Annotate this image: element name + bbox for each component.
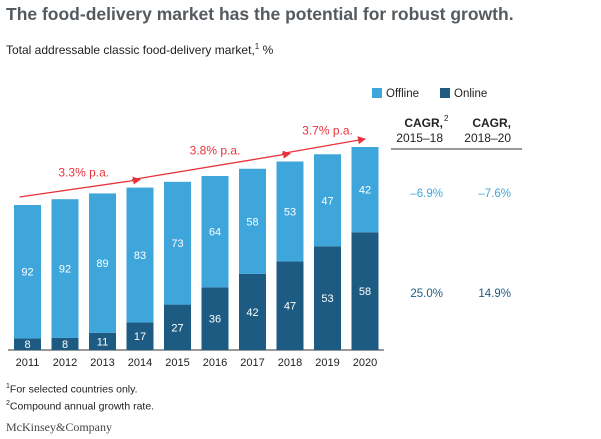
cagr-col1-period: 2015–18: [396, 131, 443, 145]
bar-offline-2014: [126, 187, 154, 323]
legend-swatch-offline: [372, 88, 382, 98]
footnote-2-marker: 2: [6, 399, 10, 407]
bar-offline-2013: [89, 193, 116, 333]
footnotes: 1For selected countries only. 2Compound …: [6, 380, 154, 413]
bar-offline-2017: [239, 168, 266, 274]
subtitle-unit: %: [262, 43, 274, 57]
x-tick-label: 2018: [278, 357, 302, 369]
x-tick-label: 2015: [165, 357, 189, 369]
x-tick-label: 2019: [315, 357, 339, 369]
cagr-col1-header: CAGR,: [404, 116, 443, 130]
bar-online-2012: [51, 337, 79, 350]
cagr-offline-2015-18: –6.9%: [410, 188, 443, 200]
footnote-2: 2Compound annual growth rate.: [6, 397, 154, 414]
x-tick-label: 2012: [53, 357, 77, 369]
cagr-col2-header: CAGR,: [472, 116, 511, 130]
bar-offline-label: 42: [359, 185, 371, 197]
bar-offline-2015: [164, 181, 191, 305]
x-tick-label: 2017: [240, 357, 264, 369]
bar-online-2020: [351, 232, 379, 350]
bar-online-label: 17: [134, 331, 146, 343]
bar-online-2017: [239, 273, 266, 350]
bar-online-2016: [201, 287, 229, 350]
x-tick-label: 2011: [16, 357, 40, 369]
growth-arrow: [131, 150, 291, 181]
bar-online-2013: [89, 332, 116, 350]
page-title: The food-delivery market has the potenti…: [6, 4, 514, 24]
growth-arrow-label: 3.3% p.a.: [58, 165, 109, 179]
bar-online-2015: [164, 304, 191, 350]
bar-online-label: 42: [246, 307, 258, 319]
bar-online-label: 27: [171, 322, 183, 334]
footnote-1-text: For selected countries only.: [9, 383, 138, 396]
cagr-col2-period: 2018–20: [464, 131, 511, 145]
bar-offline-2012: [51, 199, 79, 338]
footnote-1: 1For selected countries only.: [6, 380, 154, 397]
bar-offline-label: 64: [209, 227, 221, 239]
bar-offline-label: 92: [21, 267, 33, 279]
growth-arrow: [281, 136, 366, 155]
bar-online-label: 58: [359, 286, 371, 298]
bar-online-2011: [14, 338, 41, 350]
footnote-2-text: Compound annual growth rate.: [9, 400, 155, 412]
footnote-1-marker: 1: [6, 383, 10, 390]
bar-online-label: 47: [284, 301, 296, 313]
bar-offline-2018: [276, 161, 304, 262]
growth-arrow: [19, 176, 141, 198]
legend-label-online: Online: [454, 88, 487, 100]
bar-offline-label: 89: [96, 258, 108, 270]
bar-online-2019: [314, 246, 341, 350]
bar-offline-2019: [314, 154, 341, 247]
bar-offline-label: 73: [171, 238, 183, 250]
bar-offline-label: 92: [59, 264, 71, 276]
x-tick-label: 2014: [128, 357, 152, 369]
growth-arrow-label: 3.7% p.a.: [302, 123, 353, 137]
bar-offline-label: 58: [246, 216, 258, 228]
cagr-online-2018-20: 14.9%: [478, 288, 511, 300]
bar-online-label: 8: [62, 339, 68, 351]
legend-swatch-online: [440, 88, 450, 98]
subtitle-footnote-ref: 1: [254, 42, 260, 51]
x-tick-label: 2016: [203, 357, 227, 369]
bar-offline-2011: [14, 205, 41, 339]
bar-online-label: 11: [97, 336, 108, 348]
chart-subtitle: Total addressable classic food-delivery …: [6, 42, 273, 57]
cagr-offline-2018-20: –7.6%: [478, 188, 511, 200]
growth-arrow-label: 3.8% p.a.: [190, 144, 241, 158]
bar-online-label: 53: [321, 293, 333, 305]
brand-logo: McKinsey&Company: [6, 420, 112, 434]
bar-offline-label: 53: [284, 206, 296, 218]
cagr-online-2015-18: 25.0%: [410, 288, 443, 300]
bar-online-2014: [126, 322, 154, 350]
cagr-col1-footnote-ref: 2: [444, 114, 449, 123]
bar-offline-2020: [351, 147, 379, 233]
bar-online-label: 36: [209, 314, 221, 326]
bar-online-label: 8: [24, 339, 30, 351]
x-tick-label: 2020: [353, 357, 377, 369]
subtitle-text: Total addressable classic food-delivery …: [6, 43, 255, 57]
bar-online-2018: [276, 261, 304, 350]
x-tick-label: 2013: [90, 357, 114, 369]
bar-offline-2016: [201, 176, 229, 288]
bar-offline-label: 83: [134, 250, 146, 262]
legend-label-offline: Offline: [386, 88, 419, 100]
bar-offline-label: 47: [321, 195, 333, 207]
